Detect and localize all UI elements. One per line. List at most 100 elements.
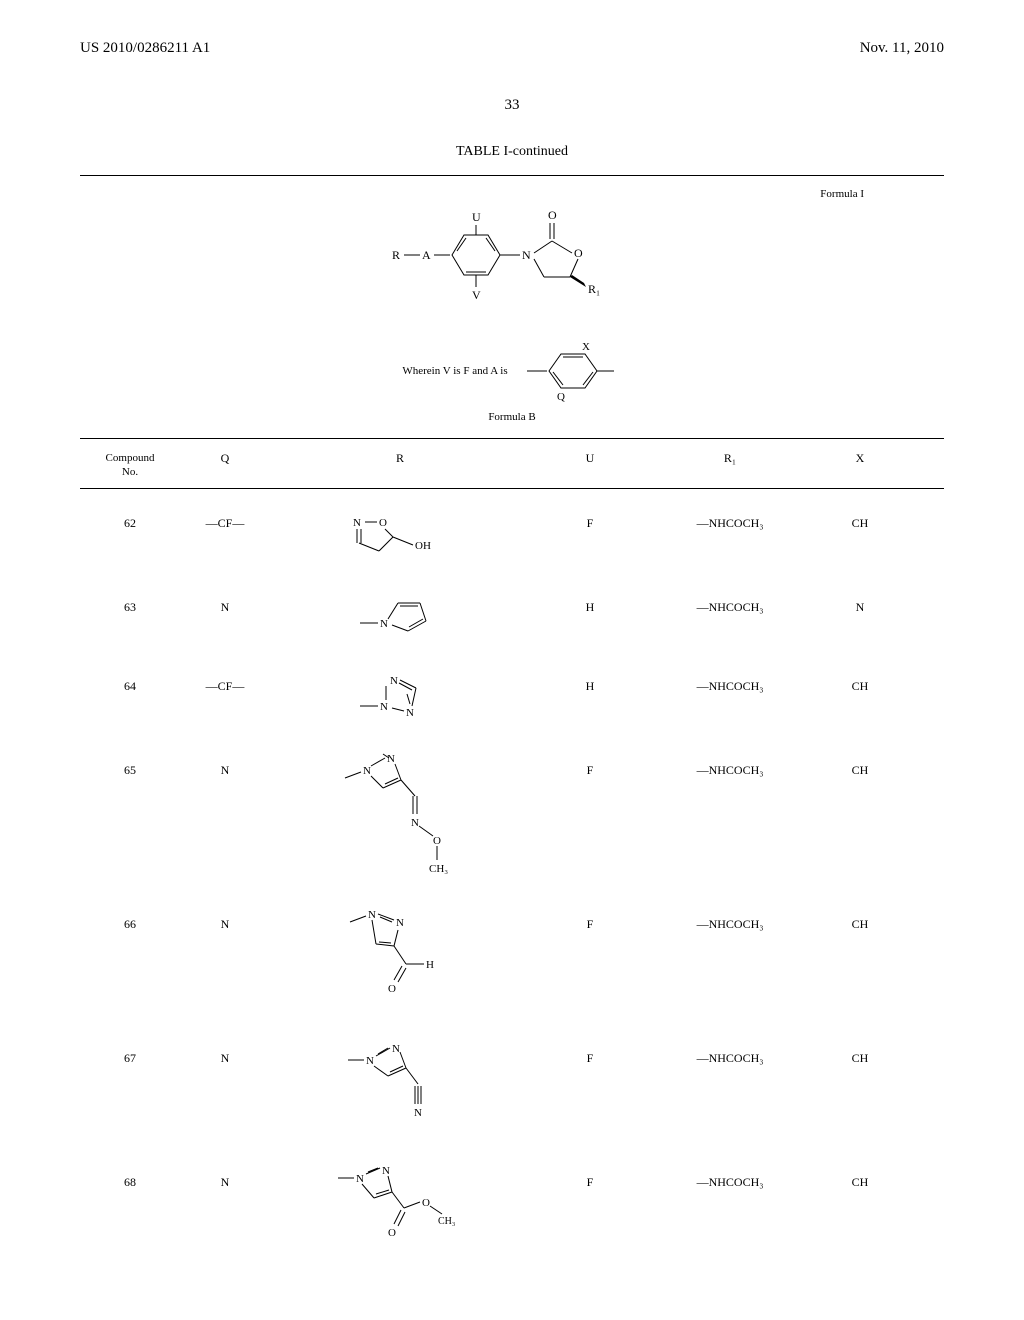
cell-u: H — [530, 664, 650, 694]
svg-text:Q: Q — [557, 391, 565, 403]
cell-x: N — [810, 585, 910, 615]
svg-text:X: X — [582, 341, 590, 353]
svg-text:N: N — [356, 1173, 364, 1185]
cell-no: 66 — [80, 902, 180, 932]
cell-no: 64 — [80, 664, 180, 694]
cell-u: F — [530, 1160, 650, 1190]
svg-text:V: V — [472, 288, 481, 302]
col-header-q: Q — [180, 451, 270, 480]
formula-b-row: Wherein V is F and A is X Q — [80, 336, 944, 406]
svg-text:N: N — [522, 248, 531, 262]
cell-x: CH — [810, 664, 910, 694]
table-row: 64 —CF— N N N H —NHCOCH₃ CH — [80, 652, 944, 736]
svg-text:U: U — [472, 210, 481, 224]
svg-text:R: R — [392, 248, 400, 262]
table-row: 68 N N N O CH₃ O F —NHCOCH₃ CH — [80, 1148, 944, 1272]
publication-number: US 2010/0286211 A1 — [80, 40, 210, 57]
svg-text:OH: OH — [415, 540, 431, 552]
svg-text:A: A — [422, 248, 431, 262]
cell-r1: —NHCOCH₃ — [650, 748, 810, 778]
cell-x: CH — [810, 902, 910, 932]
svg-text:O: O — [422, 1197, 430, 1209]
table-row: 66 N N N H O F —NHCOCH₃ CH — [80, 890, 944, 1024]
column-headers: Compound No. Q R U R₁ X — [80, 439, 944, 489]
col-header-r: R — [270, 451, 530, 480]
svg-text:N: N — [380, 618, 388, 630]
cell-r1: —NHCOCH₃ — [650, 585, 810, 615]
svg-text:N: N — [387, 753, 395, 765]
cell-q: —CF— — [180, 664, 270, 694]
page-header: US 2010/0286211 A1 Nov. 11, 2010 — [80, 40, 944, 57]
svg-text:N: N — [380, 701, 388, 713]
cell-r-structure: N O OH — [270, 501, 530, 561]
svg-text:N: N — [396, 917, 404, 929]
cell-q: N — [180, 748, 270, 778]
svg-text:N: N — [353, 517, 361, 529]
wherein-text: Wherein V is F and A is — [402, 365, 507, 377]
cell-r1: —NHCOCH₃ — [650, 902, 810, 932]
table-row: 65 N N N N O CH₃ F —NHCOCH₃ CH — [80, 736, 944, 890]
col-header-r1: R₁ — [650, 451, 810, 480]
svg-text:N: N — [411, 817, 419, 829]
cell-no: 65 — [80, 748, 180, 778]
svg-text:R₁: R₁ — [588, 282, 600, 296]
svg-text:O: O — [388, 1227, 396, 1239]
svg-text:O: O — [388, 983, 396, 995]
cell-r-structure: N N N O CH₃ — [270, 748, 530, 878]
svg-text:O: O — [379, 517, 387, 529]
cell-u: F — [530, 1036, 650, 1066]
cell-u: F — [530, 501, 650, 531]
cell-r1: —NHCOCH₃ — [650, 501, 810, 531]
svg-text:CH₃: CH₃ — [438, 1216, 455, 1227]
cell-q: N — [180, 902, 270, 932]
col-header-no: Compound No. — [80, 451, 180, 480]
formula-i-label: Formula I — [820, 188, 864, 200]
svg-text:O: O — [548, 208, 557, 222]
svg-text:N: N — [363, 765, 371, 777]
cell-x: CH — [810, 501, 910, 531]
svg-text:CH₃: CH₃ — [429, 863, 448, 875]
svg-text:N: N — [366, 1055, 374, 1067]
svg-text:H: H — [426, 959, 434, 971]
cell-u: H — [530, 585, 650, 615]
cell-q: N — [180, 585, 270, 615]
svg-text:N: N — [406, 707, 414, 719]
col-header-u: U — [530, 451, 650, 480]
cell-q: N — [180, 1036, 270, 1066]
cell-no: 67 — [80, 1036, 180, 1066]
svg-text:O: O — [574, 246, 583, 260]
cell-r1: —NHCOCH₃ — [650, 664, 810, 694]
svg-text:N: N — [368, 909, 376, 921]
cell-q: N — [180, 1160, 270, 1190]
table-row: 67 N N N N F —NHCOCH₃ CH — [80, 1024, 944, 1148]
cell-r-structure: N N N — [270, 1036, 530, 1136]
formula-i-structure: R A U V N O O — [80, 201, 944, 316]
table-title: TABLE I-continued — [80, 144, 944, 160]
cell-x: CH — [810, 748, 910, 778]
formula-section: Formula I R A U V N O — [80, 175, 944, 439]
col-header-x: X — [810, 451, 910, 480]
cell-r-structure: N N H O — [270, 902, 530, 1012]
cell-r1: —NHCOCH₃ — [650, 1036, 810, 1066]
cell-r-structure: N — [270, 585, 530, 640]
cell-r-structure: N N O CH₃ O — [270, 1160, 530, 1260]
cell-x: CH — [810, 1036, 910, 1066]
table-row: 62 —CF— N O OH F —NHCOCH₃ CH — [80, 489, 944, 573]
svg-text:N: N — [414, 1107, 422, 1119]
cell-r1: —NHCOCH₃ — [650, 1160, 810, 1190]
page-number: 33 — [80, 97, 944, 114]
cell-q: —CF— — [180, 501, 270, 531]
table-row: 63 N N H —NHCOCH₃ N — [80, 573, 944, 652]
svg-text:N: N — [382, 1165, 390, 1177]
formula-b-label: Formula B — [80, 411, 944, 423]
cell-x: CH — [810, 1160, 910, 1190]
publication-date: Nov. 11, 2010 — [860, 40, 944, 57]
cell-no: 63 — [80, 585, 180, 615]
cell-u: F — [530, 902, 650, 932]
cell-r-structure: N N N — [270, 664, 530, 724]
svg-text:N: N — [392, 1043, 400, 1055]
cell-no: 62 — [80, 501, 180, 531]
cell-no: 68 — [80, 1160, 180, 1190]
svg-text:O: O — [433, 835, 441, 847]
svg-text:N: N — [390, 675, 398, 687]
